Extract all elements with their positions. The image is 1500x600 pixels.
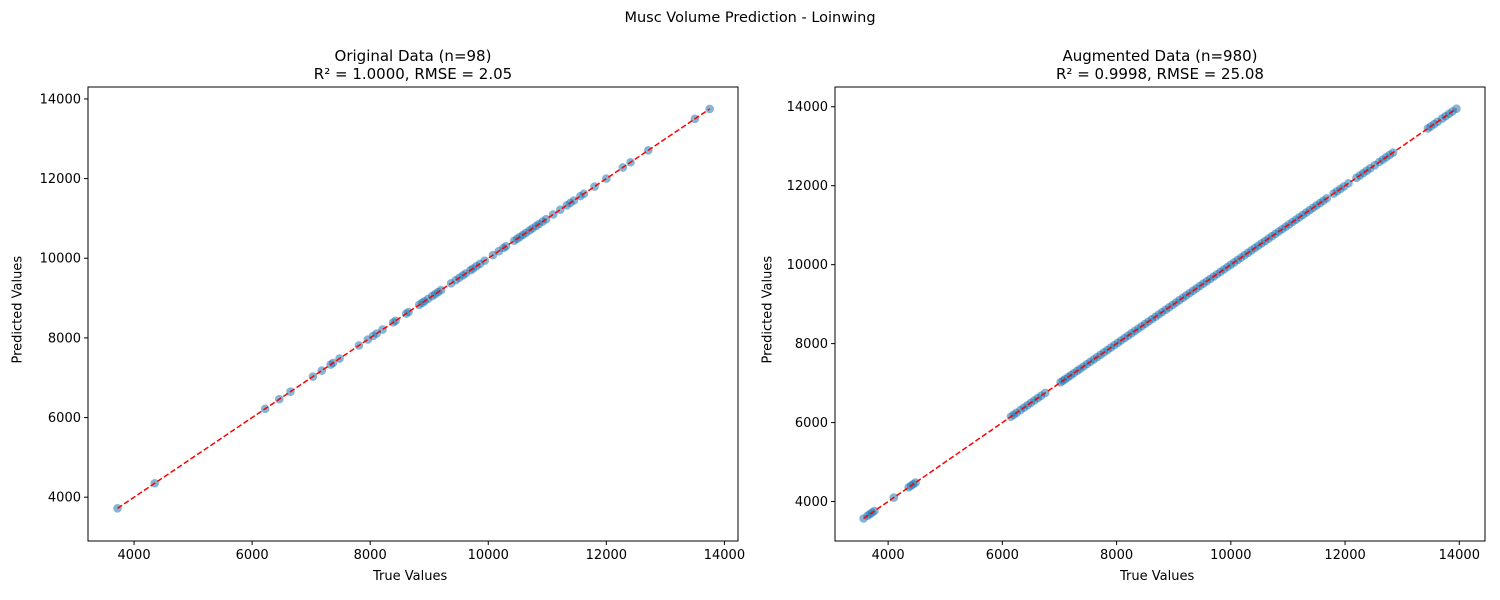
right-y-tick-label: 12000 bbox=[787, 179, 828, 194]
left-data-point bbox=[548, 210, 558, 219]
right-y-tick-label: 14000 bbox=[787, 100, 828, 115]
left-data-point bbox=[705, 104, 714, 114]
left-x-tick-label: 14000 bbox=[704, 548, 745, 563]
left-x-tick-label: 6000 bbox=[236, 548, 269, 563]
left-y-tick-label: 6000 bbox=[48, 411, 81, 426]
right-scatter-panel: 4000 6000 8000 10000 12000 14000 4000 6000 8000 1… bbox=[787, 86, 1486, 563]
right-x-tick-label: 10000 bbox=[1210, 548, 1251, 563]
right-y-tick-label: 8000 bbox=[795, 337, 828, 352]
left-x-tick-label: 12000 bbox=[586, 548, 627, 563]
left-y-tick-label: 12000 bbox=[40, 172, 81, 187]
right-xlabel: True Values bbox=[1120, 569, 1195, 584]
right-title-line1: Augmented Data (n=980) bbox=[1062, 47, 1258, 65]
left-data-point bbox=[391, 316, 400, 326]
right-y-tick-label: 4000 bbox=[795, 495, 828, 510]
left-axes-frame bbox=[87, 86, 739, 542]
right-x-tick-label: 8000 bbox=[1100, 548, 1133, 563]
right-plot-title: Augmented Data (n=980) R² = 0.9998, RMSE… bbox=[835, 47, 1485, 83]
left-y-tick-label: 10000 bbox=[40, 252, 81, 267]
figure-suptitle: Musc Volume Prediction - Loinwing bbox=[624, 10, 876, 26]
right-axes-frame bbox=[834, 86, 1486, 542]
right-title-line2: R² = 0.9998, RMSE = 25.08 bbox=[1056, 65, 1264, 83]
left-y-tick-label: 8000 bbox=[48, 331, 81, 346]
left-xlabel: True Values bbox=[373, 569, 448, 584]
left-x-tick-label: 8000 bbox=[354, 548, 387, 563]
right-y-tick-label: 10000 bbox=[787, 258, 828, 273]
right-x-tick-label: 6000 bbox=[986, 548, 1019, 563]
right-data-point bbox=[911, 478, 920, 487]
left-title-line1: Original Data (n=98) bbox=[334, 47, 492, 65]
left-title-line2: R² = 1.0000, RMSE = 2.05 bbox=[313, 65, 513, 83]
left-data-point bbox=[602, 174, 611, 183]
right-reference-line bbox=[863, 108, 1457, 520]
left-x-tick-label: 4000 bbox=[118, 548, 151, 563]
left-data-point bbox=[317, 366, 327, 375]
right-x-tick-label: 4000 bbox=[872, 548, 905, 563]
left-data-point bbox=[378, 325, 387, 334]
left-data-point bbox=[436, 285, 446, 295]
left-data-point bbox=[404, 307, 413, 317]
right-x-tick-label: 12000 bbox=[1324, 548, 1365, 563]
left-x-tick-label: 10000 bbox=[468, 548, 509, 563]
left-plot-title: Original Data (n=98) R² = 1.0000, RMSE =… bbox=[88, 47, 738, 83]
left-y-tick-label: 14000 bbox=[40, 92, 81, 107]
right-y-tick-label: 6000 bbox=[795, 416, 828, 431]
right-x-tick-label: 14000 bbox=[1439, 548, 1480, 563]
left-y-tick-label: 4000 bbox=[48, 491, 81, 506]
left-reference-line bbox=[117, 108, 711, 509]
left-scatter-panel: 4000 6000 8000 10000 12000 14000 4000 6000 8000 1… bbox=[40, 86, 745, 563]
